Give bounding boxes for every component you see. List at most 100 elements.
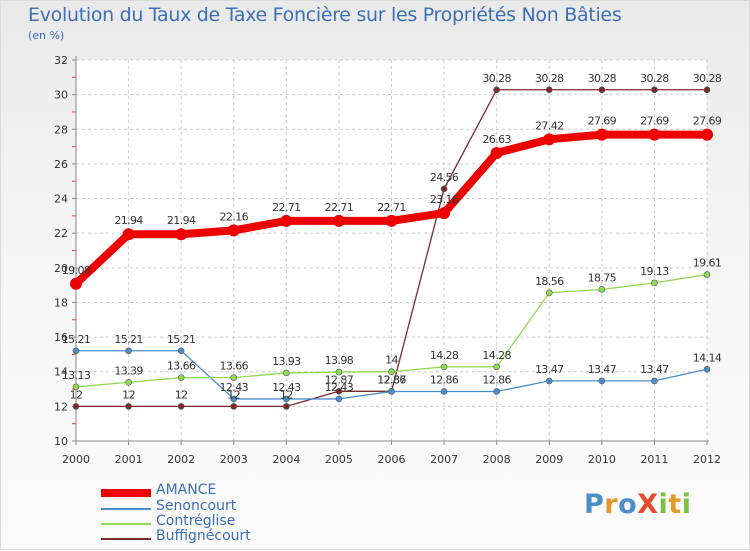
data-label-amance: 19.08 (62, 264, 91, 277)
data-label-buffignecourt: 30.28 (693, 72, 722, 85)
data-point-amance (332, 214, 345, 227)
data-point-senoncourt (72, 347, 80, 355)
data-label-contreglise: 14.28 (482, 349, 511, 362)
logo-letter: o (618, 489, 638, 520)
data-label-contreglise: 13.39 (114, 364, 143, 377)
data-label-buffignecourt: 30.28 (588, 72, 617, 85)
data-label-buffignecourt: 30.28 (482, 72, 511, 85)
data-point-buffignecourt (440, 185, 448, 193)
chart-title: Evolution du Taux de Taxe Foncière sur l… (28, 4, 622, 26)
legend-label-contreglise: Contréglise (156, 513, 236, 529)
logo-letter: t (668, 489, 682, 520)
data-point-senoncourt (493, 388, 500, 395)
data-label-buffignecourt: 12 (70, 388, 83, 401)
data-point-buffignecourt (230, 403, 238, 410)
logo-letter: X (637, 489, 659, 520)
data-point-contreglise (335, 368, 343, 376)
y-tick-label: 26 (54, 158, 68, 171)
data-point-senoncourt (177, 347, 185, 355)
y-tick-label: 18 (54, 296, 68, 309)
labels-contreglise: 13.13 13.39 13.66 13.66 13.93 13.98 14 14.28 14.… (62, 257, 722, 382)
data-label-contreglise: 14.28 (430, 349, 459, 362)
data-label-contreglise: 19.13 (640, 265, 669, 278)
x-tick-label: 2007 (430, 453, 458, 466)
x-tick-label: 2006 (378, 453, 406, 466)
data-label-senoncourt: 14.14 (693, 351, 722, 364)
x-tick-label: 2008 (483, 453, 511, 466)
data-label-amance: 21.94 (114, 214, 143, 227)
data-point-amance (70, 277, 82, 290)
y-tick-label: 32 (54, 54, 68, 67)
y-tick-label: 28 (54, 123, 68, 136)
data-point-amance (543, 133, 556, 146)
legend-label-amance: AMANCE (156, 482, 217, 498)
y-tick-label: 10 (54, 435, 68, 448)
data-label-amance: 22.71 (325, 201, 354, 214)
data-label-contreglise: 14 (385, 354, 398, 367)
data-point-contreglise (177, 374, 185, 381)
data-label-contreglise: 13.66 (167, 360, 196, 373)
unit-label: (en %) (28, 29, 65, 42)
data-label-amance: 21.94 (167, 214, 196, 227)
data-label-senoncourt: 12.43 (272, 381, 301, 394)
data-point-amance (595, 128, 608, 141)
legend-swatch-amance (101, 489, 151, 497)
data-point-amance (175, 228, 188, 241)
x-tick-label: 2011 (640, 453, 668, 466)
data-point-buffignecourt (545, 86, 553, 94)
data-point-amance (490, 146, 503, 159)
data-label-amance: 27.69 (693, 115, 722, 128)
data-label-senoncourt: 12.86 (482, 373, 511, 386)
data-point-amance (438, 207, 451, 220)
data-point-amance (122, 228, 135, 241)
data-label-amance: 27.42 (535, 119, 564, 132)
data-label-amance: 23.16 (430, 193, 459, 206)
data-point-senoncourt (125, 347, 132, 355)
data-label-senoncourt: 15.21 (62, 333, 91, 346)
x-tick-label: 2005 (325, 453, 353, 466)
data-label-buffignecourt: 12 (227, 388, 240, 401)
data-point-contreglise (703, 271, 711, 278)
y-tick-label: 16 (54, 331, 68, 344)
y-tick-label: 30 (54, 89, 68, 102)
proxiti-logo: ProXiti (584, 489, 691, 520)
data-label-contreglise: 19.61 (693, 257, 722, 270)
data-label-contreglise: 18.75 (588, 271, 617, 284)
labels-buffignecourt: 12 12 12 12 12 12.87 12.87 24.56 30.28 30.28 30.28… (70, 72, 723, 402)
data-point-buffignecourt (651, 86, 658, 94)
data-point-contreglise (598, 286, 606, 293)
data-label-amance: 27.69 (640, 115, 669, 128)
x-tick-label: 2012 (693, 453, 721, 466)
data-label-buffignecourt: 30.28 (640, 72, 669, 85)
data-label-senoncourt: 12.43 (220, 381, 249, 394)
data-point-senoncourt (598, 377, 606, 385)
data-point-senoncourt (283, 395, 290, 403)
y-tick-label: 14 (54, 366, 68, 379)
data-point-buffignecourt (283, 403, 290, 410)
data-point-buffignecourt (598, 86, 606, 94)
data-label-senoncourt: 12.43 (325, 381, 354, 394)
data-label-buffignecourt: 12.87 (325, 373, 354, 386)
data-point-amance (227, 224, 240, 237)
series-senoncourt (72, 347, 711, 403)
data-point-contreglise (440, 363, 448, 371)
y-tick-label: 24 (54, 193, 68, 206)
data-label-contreglise: 13.66 (220, 360, 249, 373)
data-label-buffignecourt: 12.87 (377, 373, 406, 386)
data-point-contreglise (283, 369, 290, 377)
data-label-amance: 22.71 (377, 201, 406, 214)
data-label-amance: 22.16 (220, 210, 249, 223)
x-tick-label: 2004 (272, 453, 300, 466)
data-label-contreglise: 13.98 (325, 354, 354, 367)
y-tick-label: 22 (54, 227, 68, 240)
data-label-contreglise: 13.13 (62, 369, 91, 382)
data-point-senoncourt (703, 366, 711, 373)
data-label-senoncourt: 13.47 (535, 363, 564, 376)
data-label-senoncourt: 13.47 (640, 363, 669, 376)
data-label-amance: 22.71 (272, 201, 301, 214)
data-point-contreglise (493, 363, 500, 371)
labels-amance: 19.08 21.94 21.94 22.16 22.71 22.71 22.71 23.16… (62, 115, 723, 277)
x-tick-label: 2001 (115, 453, 143, 466)
